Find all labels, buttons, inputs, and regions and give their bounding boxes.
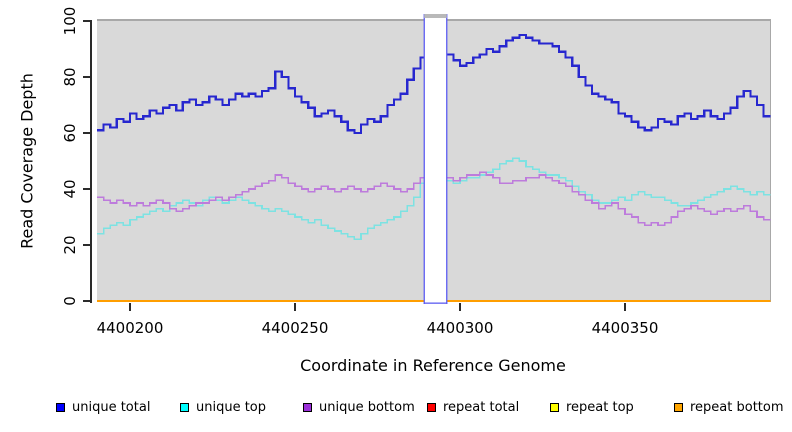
y-tick-label: 20	[61, 235, 79, 255]
panel-right-border	[769, 19, 771, 302]
y-tick	[83, 132, 90, 134]
y-tick-label: 40	[61, 179, 79, 199]
x-tick-label: 4400350	[591, 319, 659, 337]
x-tick-label: 4400200	[96, 319, 164, 337]
legend-label: unique bottom	[319, 400, 415, 415]
y-tick	[83, 188, 90, 190]
y-tick	[83, 244, 90, 246]
legend-swatch-unique-bottom	[303, 403, 312, 412]
x-tick	[624, 303, 626, 311]
legend-swatch-unique-top	[180, 403, 189, 412]
series-unique-bottom	[97, 171, 771, 227]
y-tick-label: 100	[61, 6, 79, 36]
x-tick-label: 4400250	[261, 319, 329, 337]
legend-swatch-repeat-top	[550, 403, 559, 412]
masked-region-right-border	[446, 14, 448, 304]
masked-region-left-border	[423, 14, 425, 304]
legend-label: unique top	[196, 400, 267, 415]
legend-label: repeat top	[566, 400, 634, 415]
series-unique-top	[97, 157, 771, 241]
x-tick	[129, 303, 131, 311]
masked-region-bottom-border	[423, 302, 448, 304]
y-tick-label: 60	[61, 123, 79, 143]
x-tick	[459, 303, 461, 311]
x-tick	[294, 303, 296, 311]
y-tick-label: 80	[61, 67, 79, 87]
series-unique-total	[97, 33, 771, 135]
y-tick	[83, 20, 90, 22]
y-axis-title: Read Coverage Depth	[17, 73, 37, 249]
x-axis-title: Coordinate in Reference Genome	[300, 356, 566, 375]
legend-label: repeat bottom	[690, 400, 784, 415]
legend-swatch-repeat-total	[427, 403, 436, 412]
masked-region	[424, 14, 447, 304]
x-tick-label: 4400300	[426, 319, 494, 337]
masked-region-top-smudge	[424, 14, 447, 18]
y-tick	[83, 76, 90, 78]
y-tick-label: 0	[61, 296, 79, 306]
legend-swatch-unique-total	[56, 403, 65, 412]
y-axis-line	[90, 20, 92, 303]
legend: unique total unique top unique bottom repea…	[0, 400, 792, 418]
legend-label: repeat total	[443, 400, 520, 415]
legend-label: unique total	[72, 400, 151, 415]
y-tick	[83, 300, 90, 302]
legend-swatch-repeat-bottom	[674, 403, 683, 412]
